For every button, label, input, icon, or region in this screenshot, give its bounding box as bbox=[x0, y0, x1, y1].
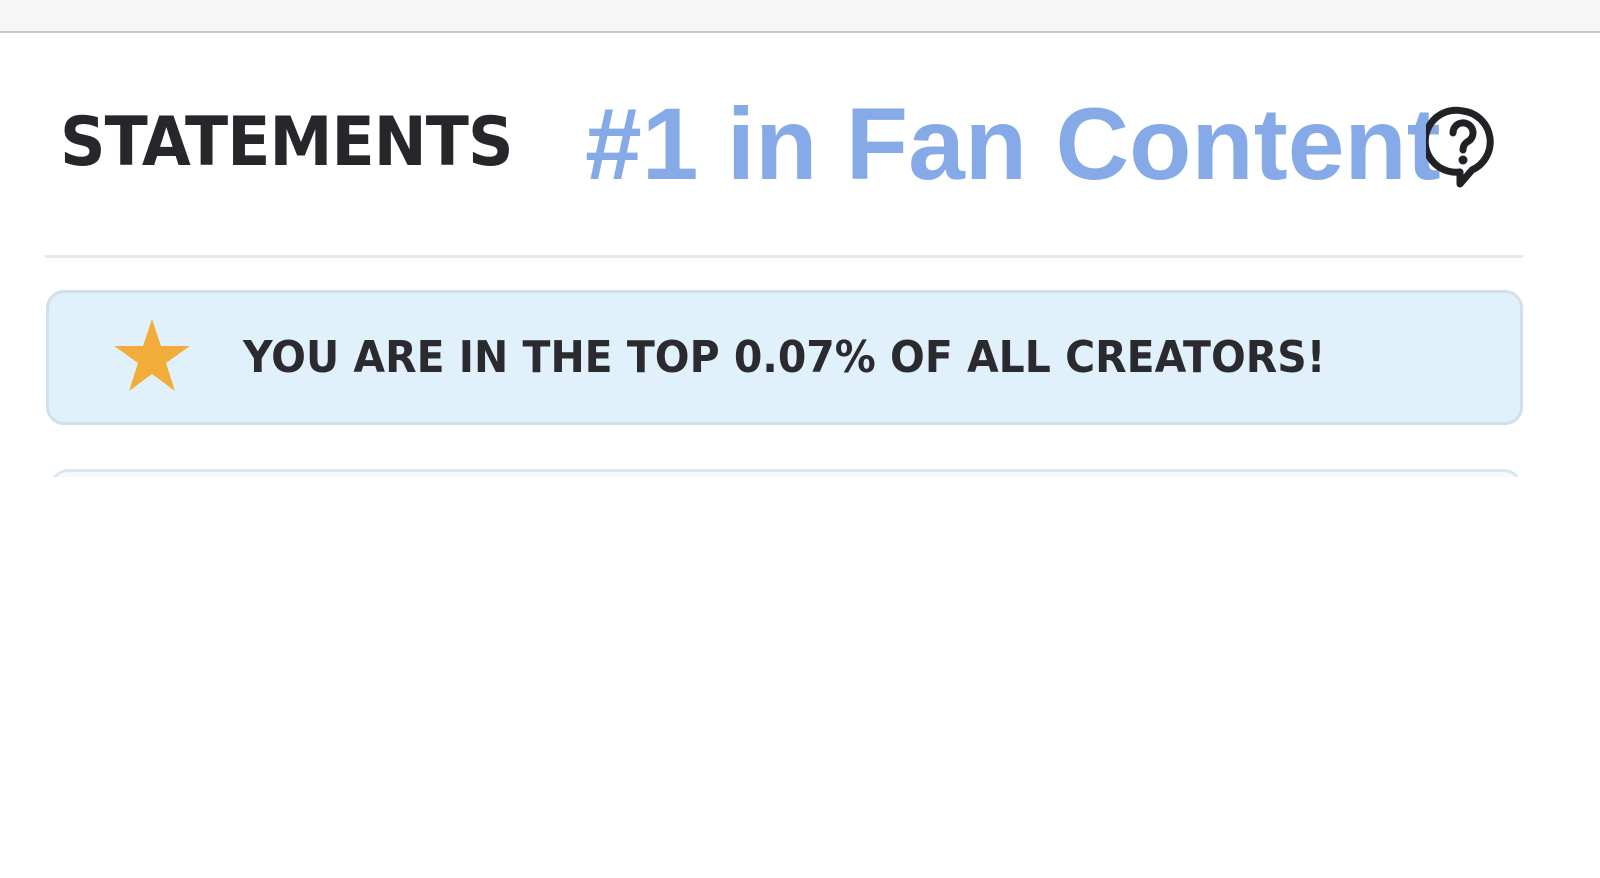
help-icon[interactable] bbox=[1421, 106, 1500, 190]
banner-text: YOU ARE IN THE TOP 0.07% OF ALL CREATORS… bbox=[243, 332, 1326, 383]
header-divider bbox=[45, 255, 1523, 258]
top-creator-banner: YOU ARE IN THE TOP 0.07% OF ALL CREATORS… bbox=[46, 290, 1523, 425]
rank-headline: #1 in Fan Content bbox=[585, 87, 1441, 201]
question-speech-bubble-icon bbox=[1421, 106, 1494, 188]
star-icon bbox=[114, 319, 190, 391]
page-title: STATEMENTS bbox=[60, 103, 514, 182]
blank-area bbox=[0, 477, 1600, 878]
browser-top-bar bbox=[0, 0, 1600, 33]
